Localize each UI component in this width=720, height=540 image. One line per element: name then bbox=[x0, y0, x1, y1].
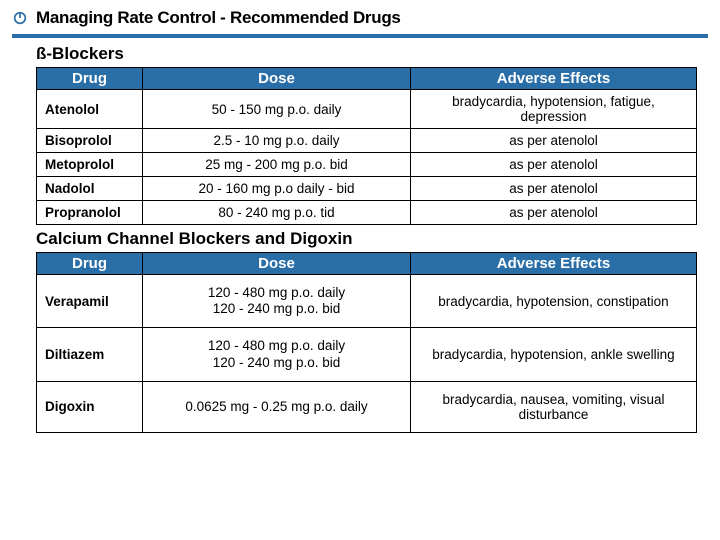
cell-drug: Atenolol bbox=[37, 90, 143, 129]
cell-dose: 50 - 150 mg p.o. daily bbox=[143, 90, 411, 129]
table-beta-blockers: Drug Dose Adverse Effects Atenolol 50 - … bbox=[36, 67, 697, 225]
col-header-ae: Adverse Effects bbox=[411, 68, 697, 90]
cell-drug: Bisoprolol bbox=[37, 129, 143, 153]
section-title-beta: ß-Blockers bbox=[36, 44, 720, 64]
cell-dose: 2.5 - 10 mg p.o. daily bbox=[143, 129, 411, 153]
table-row: Atenolol 50 - 150 mg p.o. daily bradycar… bbox=[37, 90, 697, 129]
cell-drug: Diltiazem bbox=[37, 328, 143, 381]
table-header-row: Drug Dose Adverse Effects bbox=[37, 68, 697, 90]
table-row: Bisoprolol 2.5 - 10 mg p.o. daily as per… bbox=[37, 129, 697, 153]
slide-title: Managing Rate Control - Recommended Drug… bbox=[36, 8, 401, 28]
table-row: Digoxin 0.0625 mg - 0.25 mg p.o. daily b… bbox=[37, 381, 697, 432]
title-underline bbox=[12, 34, 708, 38]
cell-drug: Digoxin bbox=[37, 381, 143, 432]
slide-header: Managing Rate Control - Recommended Drug… bbox=[0, 0, 720, 32]
table-row: Propranolol 80 - 240 mg p.o. tid as per … bbox=[37, 201, 697, 225]
col-header-drug: Drug bbox=[37, 68, 143, 90]
cell-drug: Verapamil bbox=[37, 275, 143, 328]
cell-dose: 0.0625 mg - 0.25 mg p.o. daily bbox=[143, 381, 411, 432]
cell-ae: as per atenolol bbox=[411, 201, 697, 225]
cell-dose: 120 - 480 mg p.o. daily 120 - 240 mg p.o… bbox=[143, 275, 411, 328]
cell-drug: Nadolol bbox=[37, 177, 143, 201]
cell-ae: as per atenolol bbox=[411, 153, 697, 177]
cell-ae: bradycardia, hypotension, ankle swelling bbox=[411, 328, 697, 381]
section-title-ccb: Calcium Channel Blockers and Digoxin bbox=[36, 229, 720, 249]
cell-ae: as per atenolol bbox=[411, 177, 697, 201]
cell-ae: as per atenolol bbox=[411, 129, 697, 153]
col-header-dose: Dose bbox=[143, 68, 411, 90]
table-row: Nadolol 20 - 160 mg p.o daily - bid as p… bbox=[37, 177, 697, 201]
power-icon bbox=[12, 10, 28, 26]
col-header-ae: Adverse Effects bbox=[411, 253, 697, 275]
col-header-dose: Dose bbox=[143, 253, 411, 275]
cell-dose: 25 mg - 200 mg p.o. bid bbox=[143, 153, 411, 177]
cell-dose: 120 - 480 mg p.o. daily 120 - 240 mg p.o… bbox=[143, 328, 411, 381]
table-row: Verapamil 120 - 480 mg p.o. daily 120 - … bbox=[37, 275, 697, 328]
cell-dose: 20 - 160 mg p.o daily - bid bbox=[143, 177, 411, 201]
table-ccb-digoxin: Drug Dose Adverse Effects Verapamil 120 … bbox=[36, 252, 697, 433]
table-header-row: Drug Dose Adverse Effects bbox=[37, 253, 697, 275]
cell-ae: bradycardia, nausea, vomiting, visual di… bbox=[411, 381, 697, 432]
cell-dose: 80 - 240 mg p.o. tid bbox=[143, 201, 411, 225]
col-header-drug: Drug bbox=[37, 253, 143, 275]
cell-drug: Metoprolol bbox=[37, 153, 143, 177]
table-row: Metoprolol 25 mg - 200 mg p.o. bid as pe… bbox=[37, 153, 697, 177]
cell-ae: bradycardia, hypotension, constipation bbox=[411, 275, 697, 328]
table-row: Diltiazem 120 - 480 mg p.o. daily 120 - … bbox=[37, 328, 697, 381]
cell-drug: Propranolol bbox=[37, 201, 143, 225]
cell-ae: bradycardia, hypotension, fatigue, depre… bbox=[411, 90, 697, 129]
